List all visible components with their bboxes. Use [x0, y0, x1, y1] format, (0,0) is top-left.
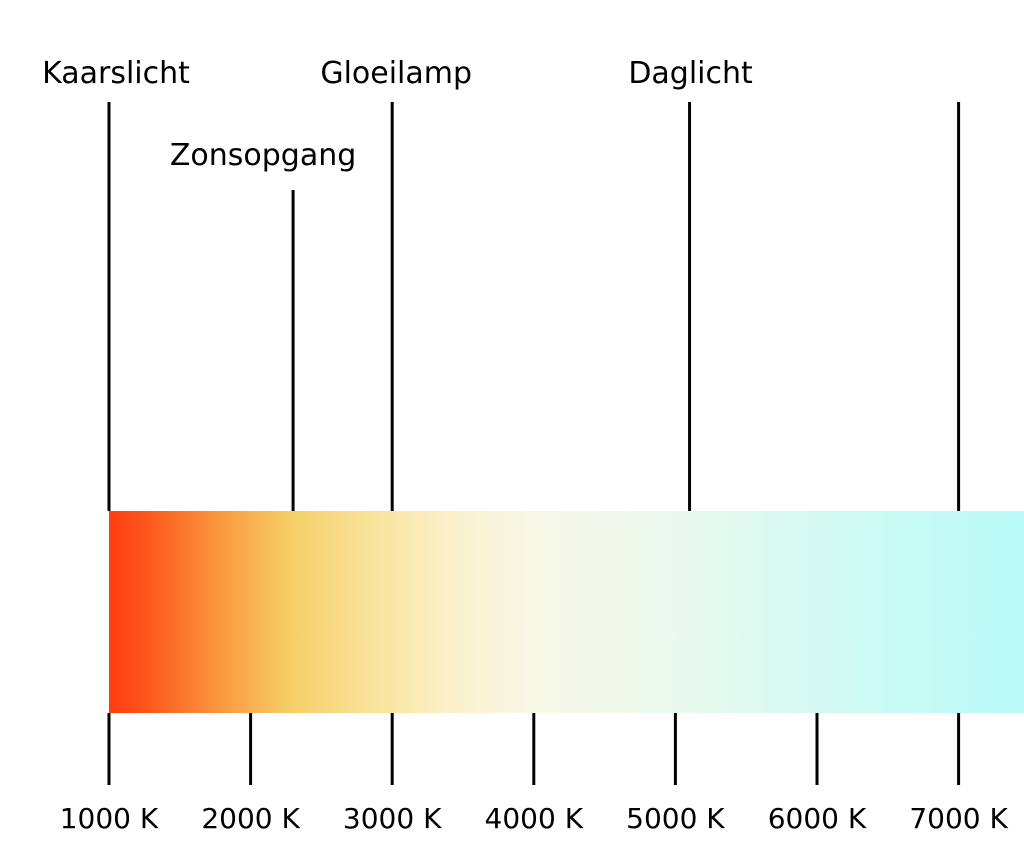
- tick-label-6000: 6000 K: [768, 802, 867, 835]
- tick-labels: 1000 K 2000 K 3000 K 4000 K 5000 K 6000 K 7000…: [60, 802, 1009, 835]
- marker-label-gloeilamp: Gloeilamp: [320, 56, 472, 91]
- tick-label-7000: 7000 K: [909, 802, 1008, 835]
- tick-label-1000: 1000 K: [60, 802, 159, 835]
- tick-marks: [107, 713, 961, 785]
- marker-labels: Kaarslicht Zonsopgang Gloeilamp Daglicht: [42, 56, 753, 173]
- tick-label-5000: 5000 K: [626, 802, 725, 835]
- marker-label-zonsopgang: Zonsopgang: [170, 138, 356, 173]
- marker-label-kaarslicht: Kaarslicht: [42, 56, 190, 91]
- tick-label-2000: 2000 K: [201, 802, 300, 835]
- tick-label-3000: 3000 K: [343, 802, 442, 835]
- marker-lines: [107, 102, 961, 511]
- color-temperature-gradient-bar: [109, 511, 1024, 713]
- marker-label-daglicht: Daglicht: [628, 56, 753, 91]
- tick-label-4000: 4000 K: [485, 802, 584, 835]
